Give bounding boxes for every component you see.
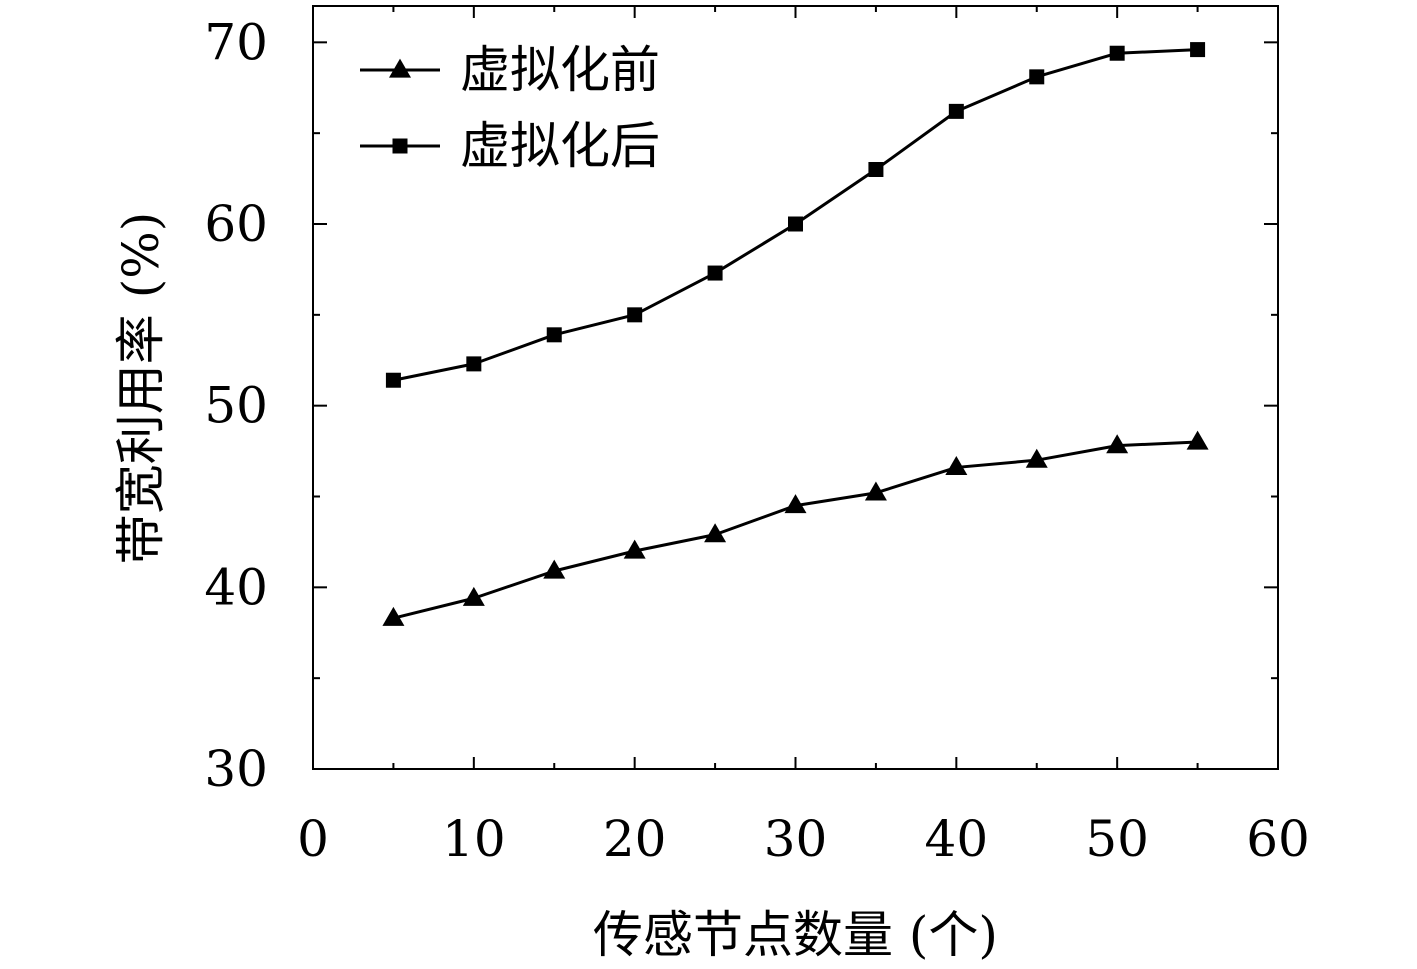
series-2-point-55 <box>1190 42 1206 58</box>
x-tick-label-60: 60 <box>1246 810 1310 868</box>
series-2-point-45 <box>1029 69 1045 85</box>
series-1-point-25 <box>704 523 727 543</box>
series-1-line <box>393 440 1198 620</box>
x-tick-label-0: 0 <box>297 810 329 868</box>
y-tick-label-50: 50 <box>204 377 268 435</box>
series-2-point-50 <box>1109 45 1125 61</box>
legend-item-1: 虚拟化前 <box>360 41 660 99</box>
axis-ticks <box>312 6 1279 770</box>
series-1-point-35 <box>864 481 887 501</box>
series-1-point-20 <box>623 539 646 559</box>
x-tick-label-10: 10 <box>442 810 506 868</box>
series-2-point-25 <box>707 265 723 281</box>
y-tick-label-60: 60 <box>204 195 268 253</box>
legend-marker-2 <box>392 138 408 154</box>
legend-label-2: 虚拟化后 <box>460 117 660 175</box>
series-2-point-10 <box>466 356 482 372</box>
legend-marker-1 <box>389 58 411 78</box>
series-1 <box>382 430 1209 626</box>
x-tick-label-50: 50 <box>1085 810 1149 868</box>
series-1-point-45 <box>1025 448 1048 468</box>
series-2-line <box>393 48 1198 382</box>
y-tick-label-70: 70 <box>204 13 268 71</box>
plot-frame <box>312 5 1279 770</box>
x-axis-title: 传感节点数量 (个) <box>593 906 998 964</box>
legend-item-2: 虚拟化后 <box>360 117 660 175</box>
legend-label-1: 虚拟化前 <box>460 41 660 99</box>
x-tick-label-40: 40 <box>925 810 989 868</box>
series-1-point-15 <box>543 559 566 579</box>
y-tick-label-30: 30 <box>204 740 268 798</box>
x-tick-label-30: 30 <box>764 810 828 868</box>
series-layer <box>382 42 1209 626</box>
series-2-point-15 <box>546 327 562 343</box>
x-tick-label-20: 20 <box>603 810 667 868</box>
series-1-point-40 <box>945 456 968 476</box>
series-1-point-50 <box>1106 434 1129 454</box>
y-tick-label-40: 40 <box>204 558 268 616</box>
series-2 <box>385 42 1206 388</box>
series-1-point-5 <box>382 606 405 626</box>
series-1-point-55 <box>1186 430 1209 450</box>
series-1-point-10 <box>462 586 485 606</box>
series-2-point-30 <box>788 216 803 232</box>
series-2-point-20 <box>627 307 643 323</box>
series-2-point-40 <box>948 103 964 119</box>
y-axis-title: 带宽利用率 (%) <box>112 212 170 564</box>
tick-labels: 0 10 20 30 40 50 60 30 40 50 60 70 <box>204 13 1309 868</box>
series-1-point-30 <box>784 494 807 514</box>
series-2-point-5 <box>385 372 401 388</box>
series-2-point-35 <box>868 162 884 177</box>
